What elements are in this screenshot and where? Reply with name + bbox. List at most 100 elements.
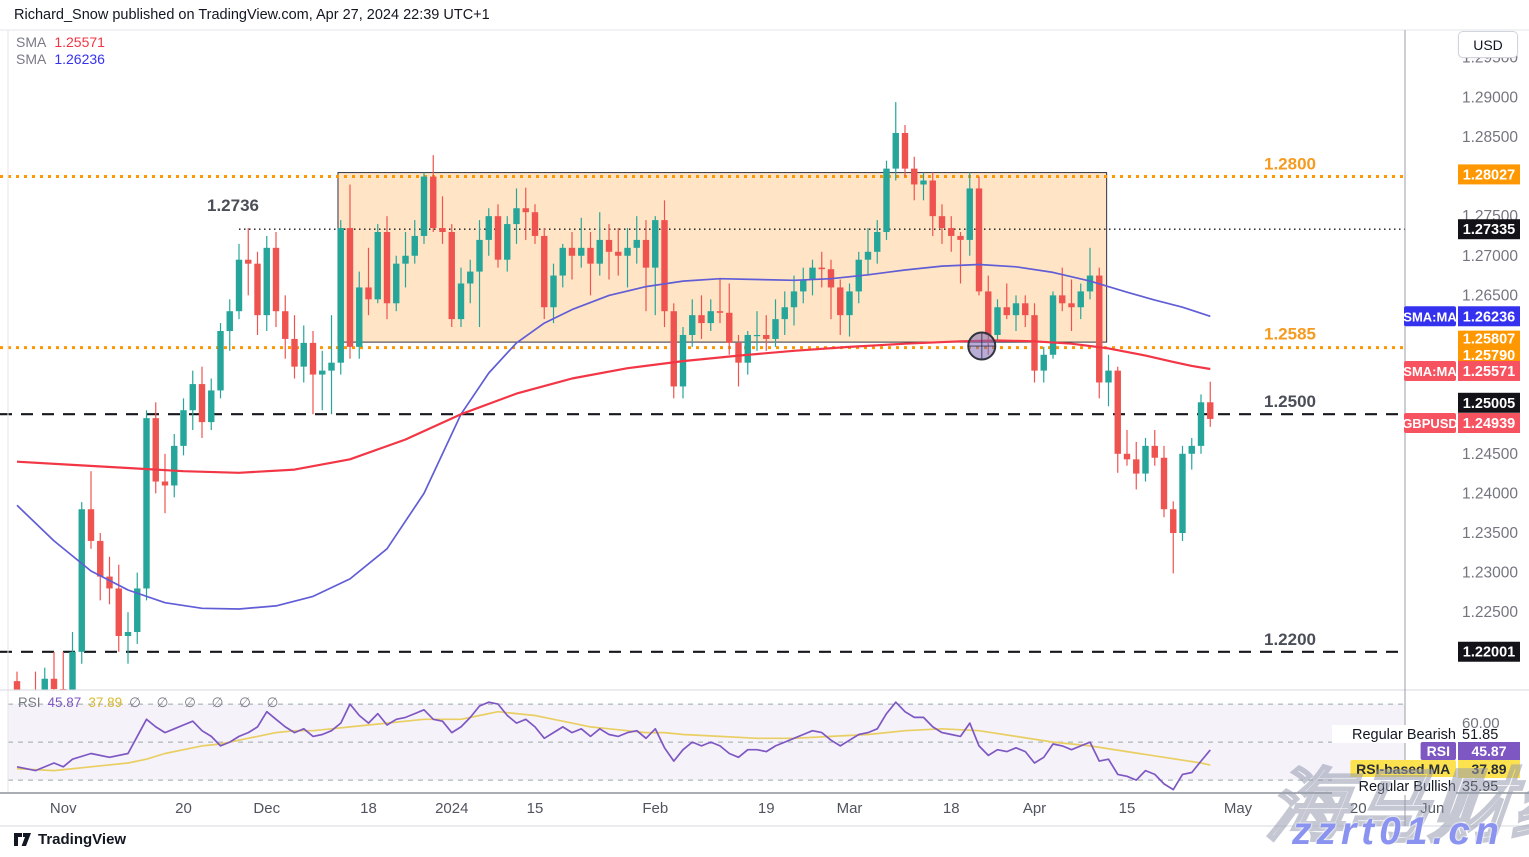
level-label-1.2500: 1.2500 <box>1264 392 1316 411</box>
candle-body <box>772 319 779 339</box>
candle-body <box>578 247 585 256</box>
sma-fast-line[interactable] <box>16 339 1211 474</box>
candle-body <box>652 220 659 268</box>
time-tick-label: Nov <box>50 800 77 817</box>
candle-body <box>1123 453 1131 460</box>
tradingview-footer[interactable]: TradingView <box>14 831 126 848</box>
candle-body <box>781 307 788 320</box>
time-tick-label: 18 <box>360 800 377 817</box>
sma-fast-legend-row[interactable]: SMA 1.25571 <box>16 34 105 51</box>
candle-body <box>1096 275 1103 383</box>
candle-body <box>124 632 132 636</box>
candle-body <box>864 251 872 260</box>
candle-body <box>753 334 761 337</box>
candle-body <box>1151 445 1158 458</box>
candle-body <box>430 176 437 229</box>
time-tick-label: 15 <box>527 800 544 817</box>
candle-body <box>920 180 927 185</box>
candle-body <box>541 235 548 308</box>
candle-body <box>975 188 983 292</box>
svg-text:1.24939: 1.24939 <box>1463 416 1515 432</box>
candle-body <box>689 315 696 335</box>
level-label-1.2736: 1.2736 <box>207 196 259 215</box>
sma-fast-value: 1.25571 <box>54 34 105 50</box>
sma-slow-legend-row[interactable]: SMA 1.26236 <box>16 51 105 68</box>
candle-body <box>189 384 196 411</box>
candle-body <box>282 311 289 339</box>
candle-body <box>78 509 85 652</box>
candle-body <box>420 176 428 236</box>
sma-cross-marker[interactable] <box>967 331 997 361</box>
candle-body <box>1040 354 1047 371</box>
rsi-legend[interactable]: RSI 45.87 37.89 ∅ ∅ ∅ ∅ ∅ ∅ <box>18 695 284 711</box>
candle-body <box>966 188 973 240</box>
candle-body <box>790 291 798 308</box>
candle-body <box>707 311 714 324</box>
candle-body <box>13 681 21 690</box>
time-axis[interactable]: Nov 20 Dec 18 2024 15 Feb 19 Mar 18 Apr 15 May 20 Jun <box>50 800 1444 817</box>
candle-body <box>1160 457 1168 510</box>
svg-text:Regular Bearish: Regular Bearish <box>1352 727 1456 743</box>
candle-body <box>402 255 409 264</box>
svg-text:1.25807: 1.25807 <box>1463 332 1515 348</box>
candle-body <box>1207 402 1214 419</box>
price-axis-chip-1.24939: GBPUSD 1.24939 <box>1402 413 1520 434</box>
svg-text:1.25005: 1.25005 <box>1463 396 1515 412</box>
candle-body <box>337 228 344 363</box>
svg-text:1.25790: 1.25790 <box>1463 348 1515 364</box>
price-axis-chip-1.28027: 1.28027 <box>1458 164 1520 185</box>
svg-text:1.28027: 1.28027 <box>1463 167 1515 183</box>
sma-slow-label: SMA <box>16 51 47 67</box>
candle-body <box>587 247 594 264</box>
candle-body <box>1197 402 1205 446</box>
candle-body <box>698 315 705 324</box>
price-tick-label: 1.28500 <box>1462 129 1518 146</box>
candle-body <box>161 481 169 486</box>
candle-body <box>735 342 742 363</box>
candle-body <box>883 168 890 232</box>
candle-body <box>115 588 122 636</box>
time-tick-label: Apr <box>1023 800 1046 817</box>
candle-body <box>1068 303 1075 308</box>
candle-body <box>50 678 58 690</box>
candle-body <box>1059 295 1066 304</box>
rsi-ma-line[interactable] <box>16 710 1211 772</box>
candle-body <box>383 231 391 304</box>
currency-toggle-button[interactable]: USD <box>1458 31 1518 58</box>
sma-fast-label: SMA <box>16 34 47 50</box>
watermark-url: zzrt01.cn <box>1292 810 1504 853</box>
candle-body <box>143 418 150 589</box>
candle-body <box>226 311 233 332</box>
candle-body <box>800 279 807 292</box>
price-tick-label: 1.24000 <box>1462 485 1518 502</box>
candle-body <box>901 132 909 169</box>
tradingview-brand-text: TradingView <box>38 831 127 848</box>
candle-body <box>661 220 668 312</box>
time-tick-label: 20 <box>1350 800 1367 817</box>
candle-body <box>1170 509 1177 534</box>
candle-body <box>217 331 224 391</box>
candle-body <box>559 247 566 276</box>
svg-text:RSI: RSI <box>1427 743 1450 759</box>
candle-body <box>309 342 317 375</box>
candle-body <box>457 283 465 320</box>
level-label-1.2585: 1.2585 <box>1264 325 1316 344</box>
candle-body <box>1022 303 1029 316</box>
tradingview-logo-icon <box>14 832 31 846</box>
candle-body <box>513 208 520 225</box>
svg-text:35.95: 35.95 <box>1462 779 1498 795</box>
candle-body <box>605 239 613 252</box>
candle-body <box>744 334 751 363</box>
sma-slow-line[interactable] <box>16 263 1211 610</box>
candle-body <box>1142 445 1149 474</box>
rsi-line[interactable] <box>16 701 1211 791</box>
candle-body <box>1133 459 1140 474</box>
candle-body <box>235 259 243 312</box>
svg-text:1.25571: 1.25571 <box>1463 364 1515 380</box>
level-label-1.2800: 1.2800 <box>1264 155 1316 174</box>
price-axis-chip-1.25571: SMA:MA 1.25571 <box>1403 360 1520 381</box>
candle-body <box>476 239 483 272</box>
candle-body <box>892 132 899 169</box>
candle-body <box>87 509 95 541</box>
